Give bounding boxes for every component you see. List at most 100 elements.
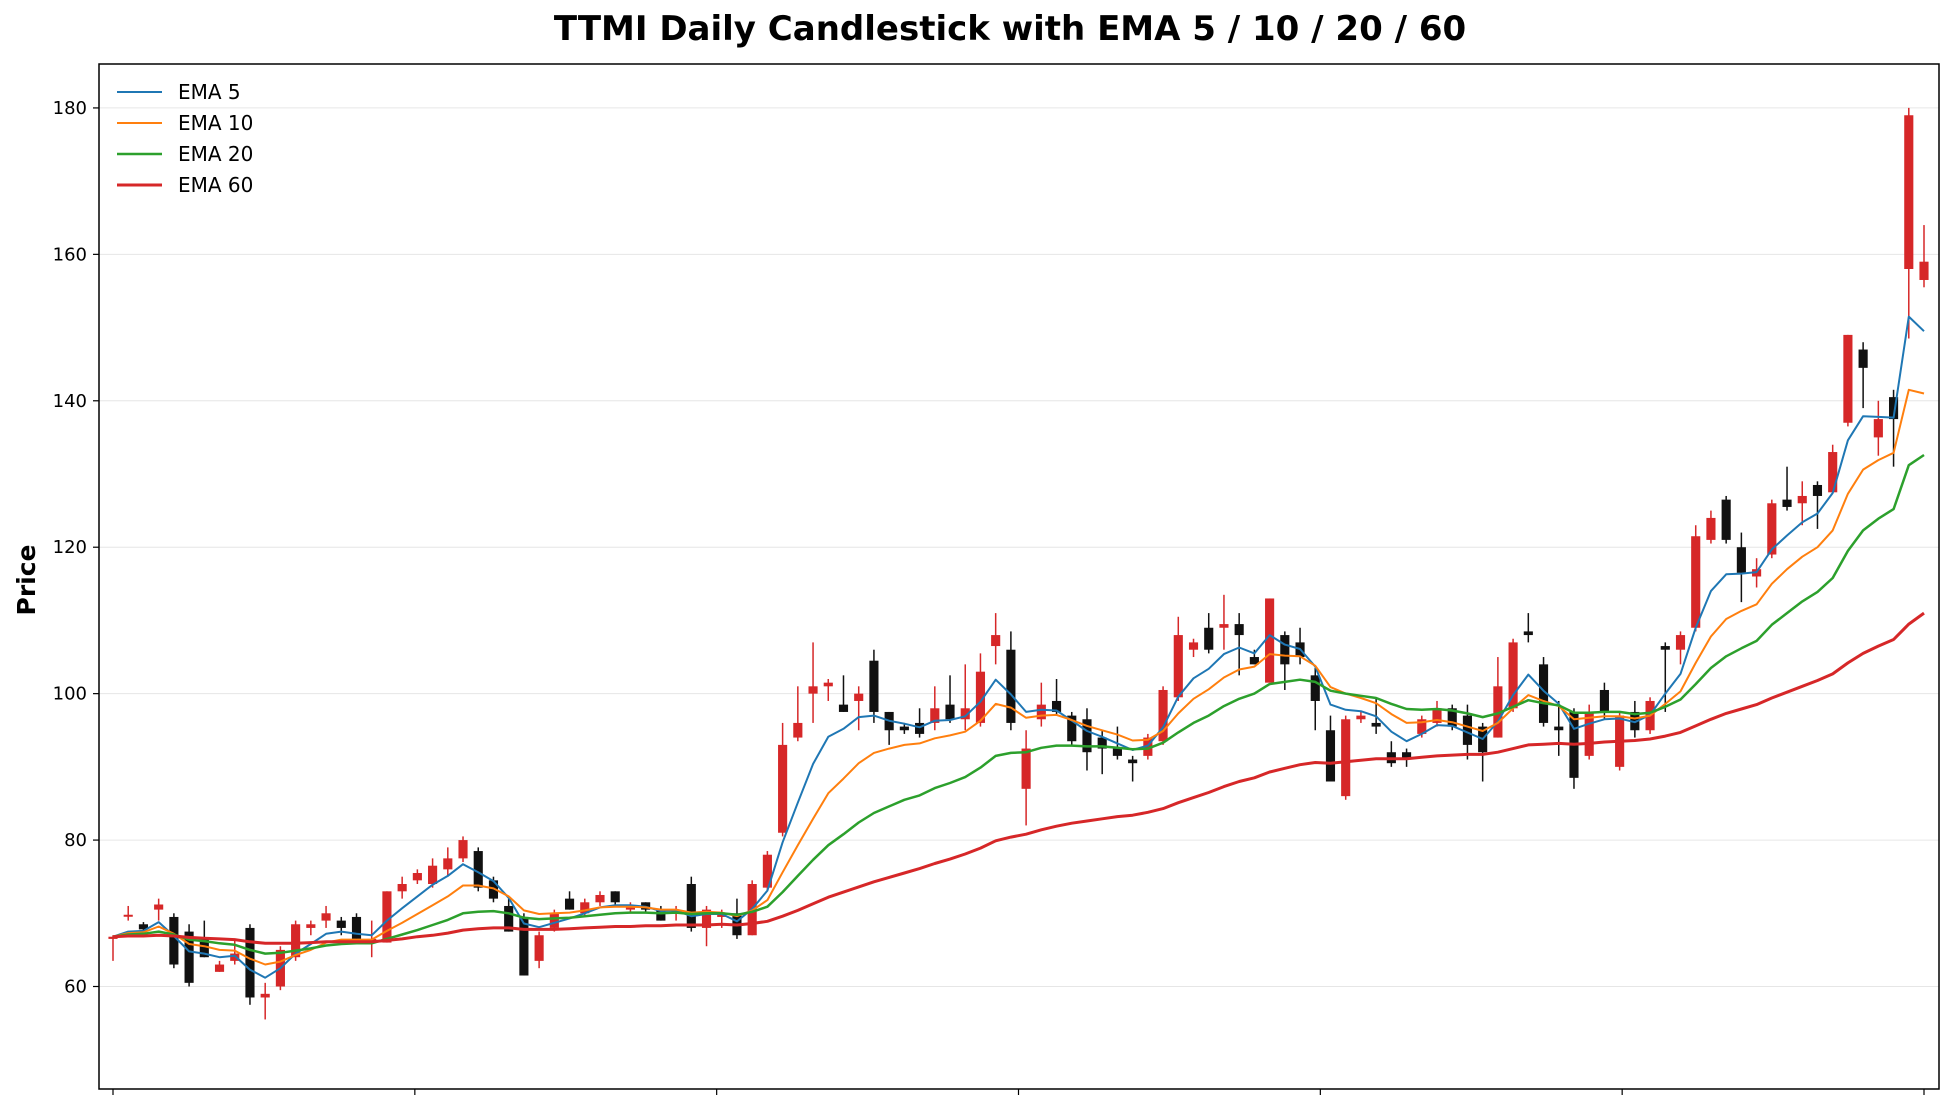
candle-body <box>1325 730 1336 782</box>
candle-body <box>823 682 833 687</box>
candle-body <box>1904 115 1914 269</box>
candle-body <box>960 708 970 720</box>
candle <box>1173 616 1183 701</box>
candle-body <box>1675 635 1686 650</box>
candle <box>1919 225 1929 288</box>
candle-body <box>686 884 696 928</box>
candle-body <box>1143 737 1153 756</box>
candle <box>1356 711 1366 723</box>
candle <box>686 876 696 932</box>
candle <box>1188 638 1199 658</box>
candle <box>1660 642 1670 712</box>
candle <box>1036 682 1046 727</box>
candle-body <box>504 905 514 932</box>
candle <box>1006 631 1016 731</box>
candle-body <box>1812 484 1823 496</box>
chart-title: TTMI Daily Candlestick with EMA 5 / 10 /… <box>554 9 1466 49</box>
candle-body <box>1097 737 1107 749</box>
candle <box>1873 400 1883 456</box>
candle-body <box>701 909 712 928</box>
legend-label-ema10: EMA 10 <box>178 111 253 135</box>
candle <box>1508 638 1518 712</box>
candle <box>793 686 803 742</box>
candle-body <box>1493 686 1503 738</box>
candle-body <box>1843 334 1853 423</box>
candle-body <box>534 935 544 961</box>
x-axis-ticks <box>112 1089 1925 1095</box>
candle <box>1432 700 1442 727</box>
candle <box>397 876 407 899</box>
candle <box>1128 755 1138 782</box>
candle <box>1493 657 1503 738</box>
candle-body <box>1356 715 1366 720</box>
candle-body <box>1706 517 1716 540</box>
candle <box>1265 598 1275 683</box>
candle-body <box>1082 719 1092 753</box>
candle <box>610 891 620 906</box>
candle <box>214 960 225 972</box>
y-tick-label: 180 <box>53 98 87 119</box>
candle-body <box>1158 689 1168 742</box>
candle-body <box>1462 715 1473 745</box>
candle-body <box>778 744 788 833</box>
candle-body <box>123 914 133 917</box>
candle-body <box>1919 261 1929 280</box>
candle-body <box>1797 495 1807 504</box>
candle-body <box>838 704 849 712</box>
candle <box>504 898 514 932</box>
candle-body <box>1599 689 1609 712</box>
candle-body <box>1538 664 1549 723</box>
y-tick-label: 100 <box>53 684 87 705</box>
candle <box>1812 481 1823 529</box>
candle-body <box>1006 649 1016 723</box>
candle <box>1325 715 1336 782</box>
candle <box>1280 631 1290 690</box>
candle <box>945 675 955 723</box>
candle-body <box>808 686 818 694</box>
candle-body <box>991 635 1001 647</box>
candle-body <box>564 898 575 910</box>
candle-body <box>1721 499 1731 540</box>
candle <box>899 722 909 734</box>
candle-body <box>1691 536 1701 628</box>
candle <box>1234 613 1244 676</box>
candle <box>1691 525 1701 632</box>
candle <box>1858 342 1868 409</box>
candle-body <box>1310 675 1320 701</box>
candle <box>321 905 331 928</box>
candle <box>1797 481 1807 526</box>
plot-frame <box>98 63 1940 1090</box>
candle <box>960 664 970 731</box>
candle <box>1158 686 1168 745</box>
candle <box>260 982 270 1020</box>
candle-body <box>1417 719 1427 734</box>
candle <box>458 836 468 863</box>
candle <box>1706 510 1716 544</box>
candle-body <box>1051 700 1062 712</box>
candle-body <box>1447 708 1457 727</box>
candle-body <box>930 708 940 723</box>
candle <box>1904 107 1914 339</box>
candle <box>854 686 864 731</box>
ema20-line <box>112 453 1925 955</box>
candle <box>1341 715 1351 800</box>
candle-body <box>1782 499 1792 507</box>
candle <box>915 708 925 738</box>
candle-body <box>1067 715 1077 742</box>
candle <box>306 920 316 936</box>
candle <box>1310 668 1320 731</box>
candle-body <box>154 904 164 910</box>
candle <box>169 913 179 969</box>
candle <box>1599 682 1609 720</box>
candle-body <box>245 927 255 998</box>
candle-body <box>336 920 346 928</box>
candle-body <box>351 916 362 939</box>
candle-body <box>1280 635 1290 665</box>
candle-body <box>1173 635 1183 698</box>
candle-body <box>321 913 331 921</box>
candle-body <box>1858 349 1868 368</box>
candle-body <box>1219 624 1229 628</box>
legend-label-ema60: EMA 60 <box>178 173 253 197</box>
candle-body <box>1234 624 1244 636</box>
